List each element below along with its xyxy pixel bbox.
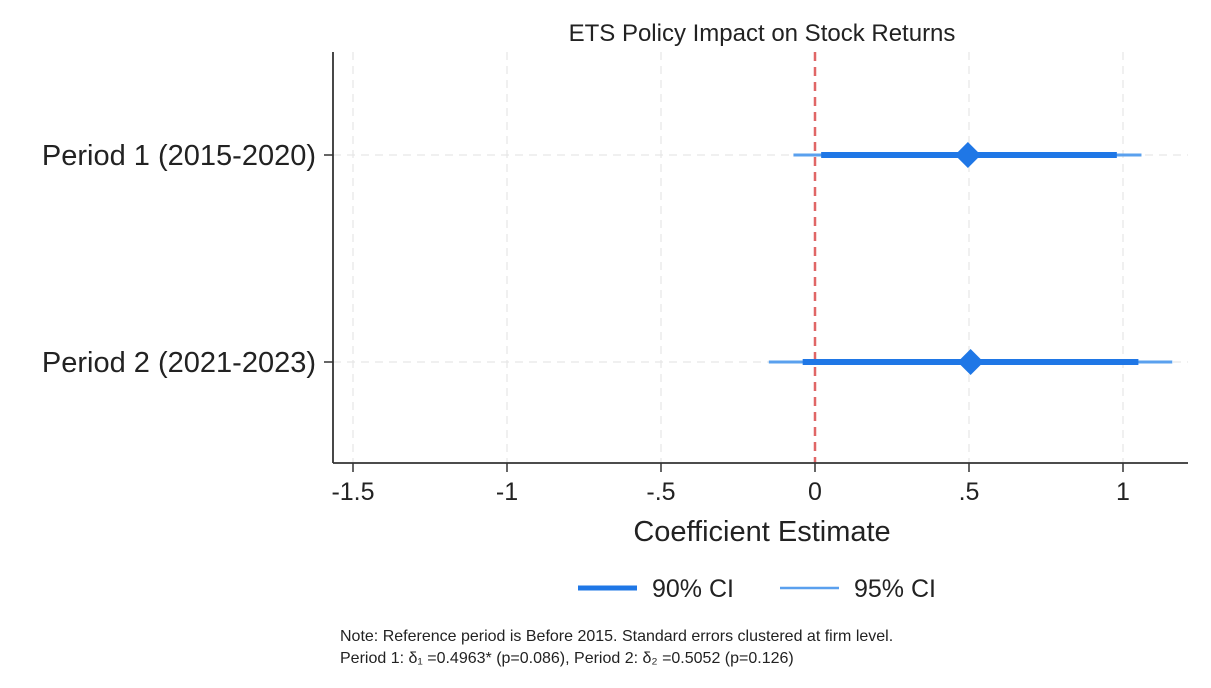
x-tick-label: .5 [959, 478, 980, 506]
x-tick-labels: -1.5 -1 -.5 0 .5 1 [331, 478, 1130, 506]
legend-label-ci90: 90% CI [652, 575, 734, 603]
x-tick-label: 1 [1116, 478, 1130, 506]
x-tick-label: -1.5 [331, 478, 374, 506]
chart-title: ETS Policy Impact on Stock Returns [569, 20, 956, 47]
series-group [768, 142, 1173, 375]
x-tick-label: -.5 [646, 478, 675, 506]
x-tick-label: -1 [496, 478, 518, 506]
y-category-label: Period 2 (2021-2023) [42, 347, 316, 379]
legend-label-ci95: 95% CI [854, 575, 936, 603]
y-category-labels: Period 1 (2015-2020) Period 2 (2021-2023) [42, 140, 316, 379]
note-line-2: Period 1: δ₁ =0.4963* (p=0.086), Period … [340, 650, 794, 667]
note-line-1: Note: Reference period is Before 2015. S… [340, 628, 893, 645]
y-category-label: Period 1 (2015-2020) [42, 140, 316, 172]
grid-lines [333, 52, 1188, 463]
axes [324, 52, 1188, 472]
point-estimate-marker [957, 349, 984, 375]
point-estimate-marker [954, 142, 981, 168]
legend: 90% CI 95% CI [578, 575, 936, 603]
x-axis-title: Coefficient Estimate [633, 516, 890, 548]
x-tick-label: 0 [808, 478, 822, 506]
